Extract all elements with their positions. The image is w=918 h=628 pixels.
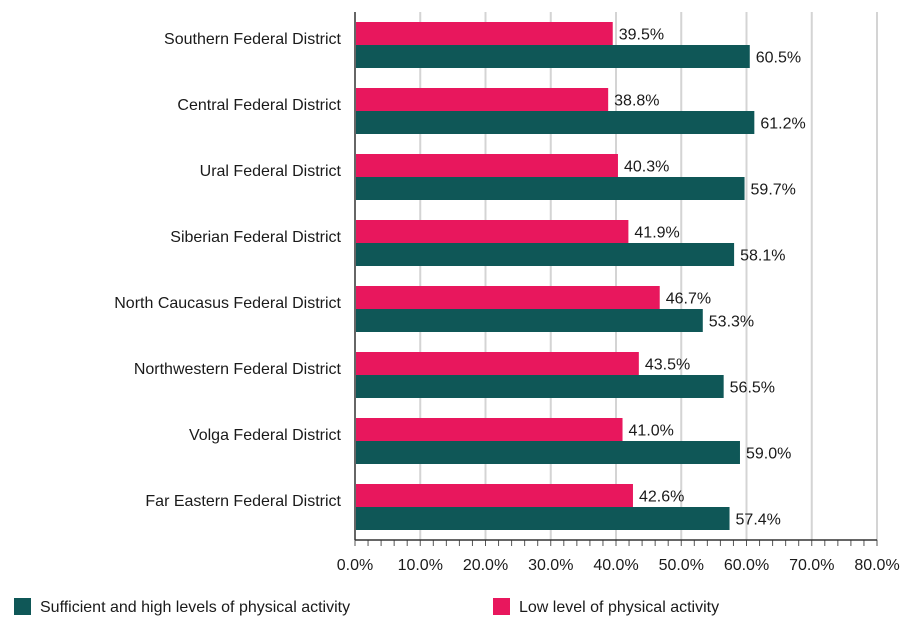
x-tick-label: 0.0% (337, 557, 373, 574)
bar (356, 111, 755, 134)
legend-swatch (493, 598, 510, 615)
x-tick-label: 50.0% (659, 557, 704, 574)
x-tick-label: 30.0% (528, 557, 573, 574)
legend-swatch (14, 598, 31, 615)
bar (356, 507, 730, 530)
bar (356, 352, 639, 375)
data-label: 43.5% (645, 357, 690, 374)
category-label: Southern Federal District (164, 31, 342, 48)
category-label: Siberian Federal District (170, 229, 341, 246)
category-label: Central Federal District (177, 97, 341, 114)
x-tick-label: 20.0% (463, 557, 508, 574)
data-label: 39.5% (619, 27, 664, 44)
data-label: 40.3% (624, 159, 669, 176)
data-label: 57.4% (736, 512, 781, 529)
bar (356, 154, 618, 177)
bar (356, 286, 660, 309)
x-tick-label: 60.0% (724, 557, 769, 574)
data-label: 59.7% (751, 182, 796, 199)
category-label: Volga Federal District (189, 427, 342, 444)
x-tick-label: 80.0% (854, 557, 899, 574)
data-label: 60.5% (756, 50, 801, 67)
bar (356, 220, 629, 243)
data-label: 41.0% (629, 423, 674, 440)
bar (356, 22, 613, 45)
data-label: 38.8% (614, 93, 659, 110)
bar (356, 309, 703, 332)
data-label: 58.1% (740, 248, 785, 265)
data-label: 53.3% (709, 314, 754, 331)
bar (356, 441, 740, 464)
x-tick-label: 70.0% (789, 557, 834, 574)
category-label: Far Eastern Federal District (145, 493, 341, 510)
data-label: 42.6% (639, 489, 684, 506)
bar (356, 418, 623, 441)
x-tick-label: 40.0% (593, 557, 638, 574)
legend-label: Low level of physical activity (519, 599, 719, 616)
data-label: 46.7% (666, 291, 711, 308)
x-tick-label: 10.0% (398, 557, 443, 574)
category-label: Northwestern Federal District (134, 361, 342, 378)
data-label: 61.2% (760, 116, 805, 133)
legend-label: Sufficient and high levels of physical a… (40, 599, 350, 616)
data-label: 59.0% (746, 446, 791, 463)
bar (356, 484, 633, 507)
category-label: North Caucasus Federal District (114, 295, 341, 312)
data-label: 56.5% (730, 380, 775, 397)
bar (356, 88, 609, 111)
bar (356, 375, 724, 398)
category-label: Ural Federal District (200, 163, 342, 180)
bar (356, 243, 735, 266)
data-label: 41.9% (634, 225, 679, 242)
bar (356, 177, 745, 200)
bar (356, 45, 750, 68)
